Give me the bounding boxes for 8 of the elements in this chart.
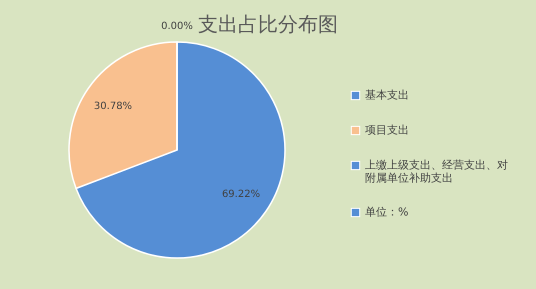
- data-label: 69.22%: [222, 189, 260, 200]
- legend-label: 单位：%: [365, 206, 408, 218]
- text: 0.00%: [161, 21, 193, 32]
- legend-label: 项目支出: [365, 124, 409, 136]
- legend-label: 基本支出: [365, 88, 409, 102]
- chart-title: 支出占比分布图: [198, 12, 338, 36]
- data-label: 30.78%: [94, 100, 132, 112]
- legend-label: 上缴上级支出、经营支出、对附属单位补助支出: [365, 158, 508, 184]
